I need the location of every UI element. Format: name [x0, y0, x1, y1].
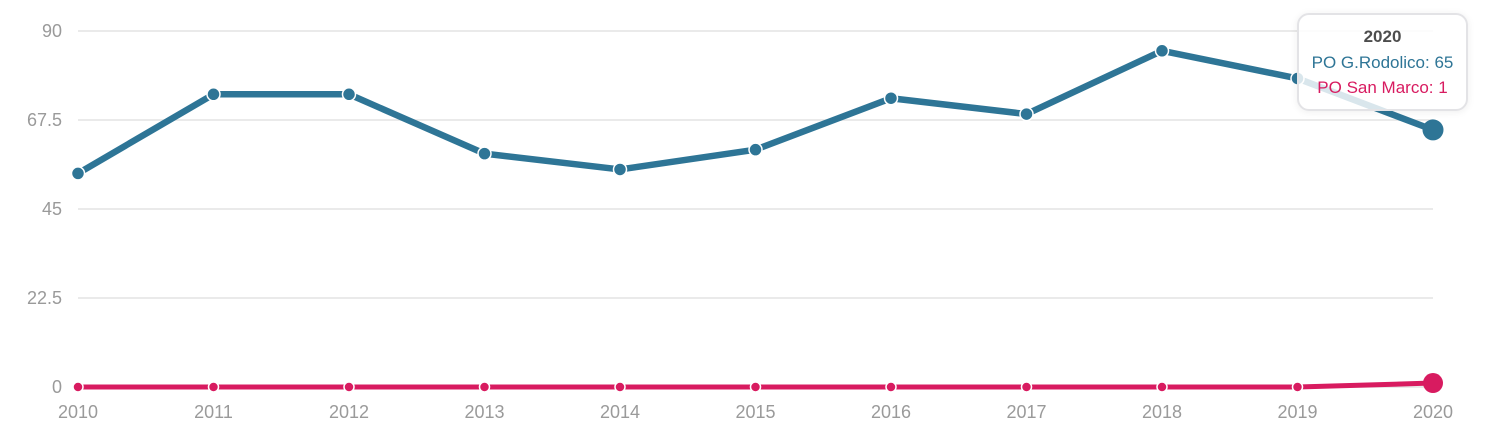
x-axis-label: 2015 [735, 402, 776, 422]
data-point-san-marco-2014[interactable] [614, 381, 626, 393]
data-point-san-marco-2018[interactable] [1156, 381, 1168, 393]
y-axis-label: 90 [41, 21, 62, 41]
data-point-san-marco-2019[interactable] [1291, 381, 1304, 393]
y-axis-label: 45 [41, 199, 62, 219]
data-point-rodolico-2011[interactable] [206, 87, 221, 102]
data-point-rodolico-2018[interactable] [1154, 43, 1170, 59]
x-axis-label: 2017 [1006, 402, 1047, 422]
x-axis-label: 2013 [464, 402, 505, 422]
tooltip-title: 2020 [1363, 27, 1402, 46]
x-axis-label: 2016 [870, 402, 912, 422]
highlighted-data-point-san-marco-2020[interactable] [1423, 373, 1443, 394]
tooltip-row-rodolico: PO G.Rodolico: 65 [1311, 53, 1454, 72]
x-axis-label: 2018 [1141, 402, 1183, 422]
x-axis-label: 2019 [1277, 402, 1318, 422]
highlighted-data-point-rodolico-2020[interactable] [1422, 119, 1444, 141]
data-point-rodolico-2017[interactable] [1019, 106, 1034, 122]
x-axis-label: 2012 [328, 402, 370, 422]
data-point-rodolico-2015[interactable] [748, 142, 763, 157]
data-point-san-marco-2013[interactable] [478, 381, 491, 393]
x-axis-label: 2010 [57, 402, 99, 422]
y-axis-label: 0 [51, 377, 62, 397]
x-axis-label: 2014 [599, 402, 641, 422]
y-axis-label: 22.5 [26, 288, 62, 308]
data-point-rodolico-2013[interactable] [477, 146, 492, 161]
data-point-san-marco-2012[interactable] [343, 381, 355, 393]
chart-tooltip: 2020 PO G.Rodolico: 65 PO San Marco: 1 [1297, 13, 1468, 111]
data-point-rodolico-2014[interactable] [612, 162, 628, 177]
data-point-san-marco-2015[interactable] [749, 381, 762, 393]
x-axis-label: 2020 [1412, 402, 1454, 422]
data-point-rodolico-2016[interactable] [883, 90, 899, 106]
data-point-san-marco-2016[interactable] [885, 381, 897, 393]
data-point-rodolico-2010[interactable] [70, 166, 86, 181]
data-point-san-marco-2010[interactable] [72, 381, 84, 393]
x-axis-label: 2011 [194, 402, 233, 422]
y-axis-label: 67.5 [26, 110, 62, 130]
data-point-san-marco-2017[interactable] [1020, 381, 1033, 393]
data-point-rodolico-2012[interactable] [341, 87, 357, 102]
tooltip-row-san-marco: PO San Marco: 1 [1317, 78, 1448, 97]
data-point-san-marco-2011[interactable] [207, 381, 220, 393]
